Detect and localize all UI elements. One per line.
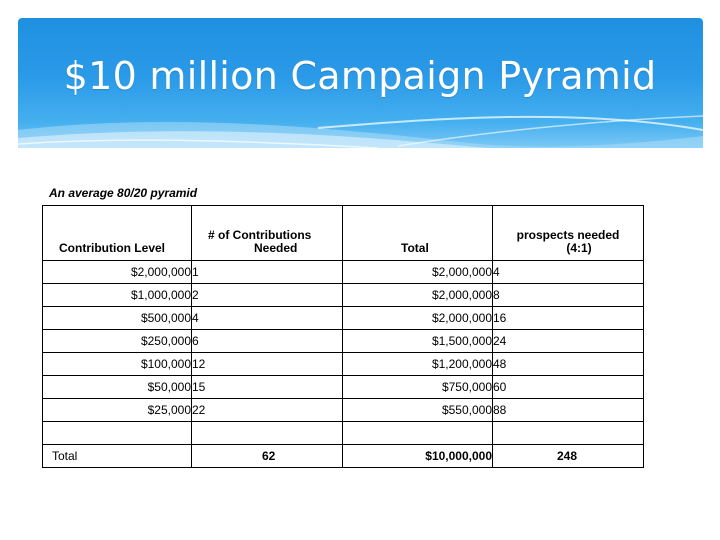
cell-prospects: 24 [492,329,644,353]
cell-total: $1,500,000 [342,329,493,353]
table-row: $50,000 15 $750,000 60 [42,375,644,399]
header-contributions-line1: # of Contributions [208,228,312,242]
cell-count: 6 [191,329,343,353]
table-row: $250,000 6 $1,500,000 24 [42,329,644,353]
header-contributions-needed: # of Contributions Needed [191,205,343,261]
cell-total: $550,000 [342,398,493,422]
table-row: $1,000,000 2 $2,000,000 8 [42,283,644,307]
cell-total: $750,000 [342,375,493,399]
table-row: $25,000 22 $550,000 88 [42,398,644,422]
total-prospects: 248 [492,444,644,468]
header-prospects-needed: prospects needed (4:1) [492,205,644,261]
cell-prospects: 8 [492,283,644,307]
cell-total: $2,000,000 [342,283,493,307]
title-banner [18,18,703,148]
header-total: Total [342,205,493,261]
banner-swoosh-decoration [18,115,703,148]
cell-prospects: 48 [492,352,644,376]
cell-empty [42,421,192,445]
cell-prospects: 4 [492,260,644,284]
cell-empty [342,421,493,445]
total-amount: $10,000,000 [342,444,493,468]
cell-level: $1,000,000 [42,283,192,307]
cell-level: $100,000 [42,352,192,376]
cell-empty [492,421,644,445]
cell-prospects: 88 [492,398,644,422]
cell-count: 12 [191,352,343,376]
cell-level: $50,000 [42,375,192,399]
cell-count: 4 [191,306,343,330]
total-count: 62 [191,444,343,468]
cell-total: $2,000,000 [342,260,493,284]
table-total-row: Total 62 $10,000,000 248 [42,444,644,468]
cell-prospects: 16 [492,306,644,330]
cell-level: $25,000 [42,398,192,422]
table-row: $100,000 12 $1,200,000 48 [42,352,644,376]
campaign-pyramid-table: Contribution Level # of Contributions Ne… [42,205,644,468]
cell-level: $2,000,000 [42,260,192,284]
cell-level: $500,000 [42,306,192,330]
table-row-spacer [42,421,644,445]
header-contribution-level: Contribution Level [42,205,192,261]
cell-count: 1 [191,260,343,284]
header-prospects-line1: prospects needed [516,228,620,242]
cell-total: $1,200,000 [342,352,493,376]
cell-level: $250,000 [42,329,192,353]
header-prospects-line2: (4:1) [566,241,592,255]
cell-count: 15 [191,375,343,399]
header-contributions-line2: Needed [254,241,298,255]
cell-count: 22 [191,398,343,422]
cell-count: 2 [191,283,343,307]
cell-total: $2,000,000 [342,306,493,330]
table-row: $500,000 4 $2,000,000 16 [42,306,644,330]
table-row: $2,000,000 1 $2,000,000 4 [42,260,644,284]
page-title: $10 million Campaign Pyramid [63,54,657,98]
cell-prospects: 60 [492,375,644,399]
table-header-row: Contribution Level # of Contributions Ne… [42,205,644,261]
cell-empty [191,421,343,445]
total-label: Total [42,444,192,468]
table-caption: An average 80/20 pyramid [49,186,198,200]
